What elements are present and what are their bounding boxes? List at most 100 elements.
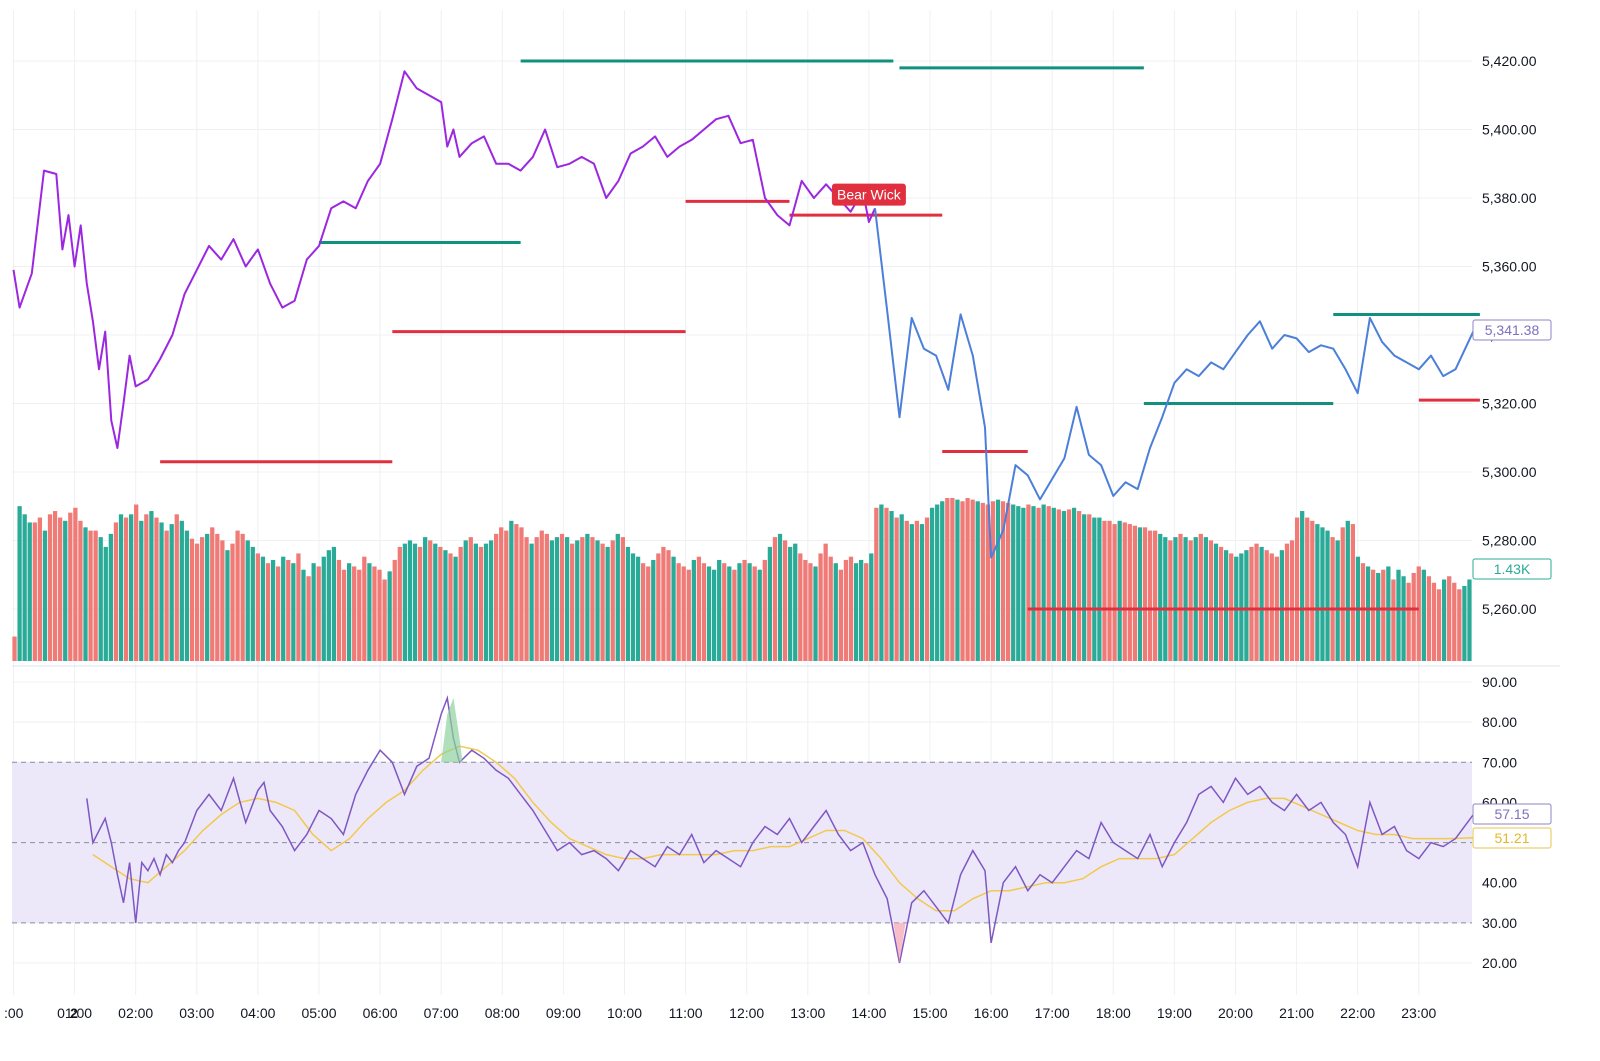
volume-bar xyxy=(757,569,762,661)
volume-bar xyxy=(838,569,843,661)
volume-bar xyxy=(985,504,991,661)
volume-bar xyxy=(676,563,681,661)
time-tick-label: 08:00 xyxy=(485,1005,520,1021)
volume-bar xyxy=(570,543,575,661)
volume-bar xyxy=(134,504,139,661)
last-price-label-text: 5,341.38 xyxy=(1485,322,1540,338)
volume-bar xyxy=(1163,537,1168,661)
volume-bar xyxy=(1411,572,1416,661)
volume-bar xyxy=(1467,579,1472,661)
volume-bar xyxy=(1066,509,1072,661)
volume-bar xyxy=(443,550,448,661)
rsi-band xyxy=(12,761,1472,924)
volume-bar xyxy=(798,553,803,661)
volume-bar xyxy=(412,543,418,661)
volume-bar xyxy=(1041,504,1046,661)
volume-bar xyxy=(1325,530,1330,661)
time-tick-label: 01:00 xyxy=(57,1005,92,1021)
volume-bar xyxy=(144,514,149,661)
volume-bar xyxy=(554,537,560,661)
volume-bar xyxy=(1092,517,1097,661)
volume-bar xyxy=(1284,543,1290,661)
volume-bar xyxy=(164,530,169,661)
time-tick-label: 02:00 xyxy=(118,1005,153,1021)
time-tick-label: :00 xyxy=(4,1005,24,1021)
volume-bar xyxy=(433,543,438,661)
time-tick-label: 15:00 xyxy=(912,1005,947,1021)
volume-bar xyxy=(919,524,925,661)
volume-bar xyxy=(1011,504,1016,661)
time-tick-label: 12:00 xyxy=(729,1005,764,1021)
volume-bar xyxy=(169,524,174,661)
volume-bar xyxy=(509,520,514,661)
volume-bar xyxy=(1188,540,1193,661)
volume-bar xyxy=(1021,507,1026,661)
volume-bar xyxy=(737,563,742,661)
volume-bar xyxy=(316,566,321,661)
volume-bar xyxy=(291,563,296,661)
volume-bar xyxy=(42,530,48,661)
time-tick-label: 11:00 xyxy=(669,1005,703,1021)
volume-bar xyxy=(1431,582,1437,661)
volume-bar xyxy=(189,538,195,661)
price-line-purple xyxy=(12,70,876,449)
volume-bar xyxy=(549,540,555,661)
volume-bar xyxy=(215,533,220,661)
volume-bar xyxy=(752,566,757,661)
volume-bar xyxy=(975,501,980,661)
volume-bar xyxy=(539,530,544,661)
time-tick-label: 18:00 xyxy=(1096,1005,1131,1021)
volume-bar xyxy=(225,550,230,661)
volume-bar xyxy=(478,546,484,661)
volume-bar xyxy=(1198,533,1203,661)
axes: 5,260.005,280.005,300.005,320.005,340.00… xyxy=(4,53,1552,1021)
volume-bar xyxy=(78,520,83,661)
time-tick-label: 05:00 xyxy=(301,1005,336,1021)
volume-bar xyxy=(260,556,266,661)
volume-bar xyxy=(159,522,164,661)
day-marker-label: 2 xyxy=(70,1005,78,1021)
volume-bar xyxy=(803,559,808,661)
time-tick-label: 10:00 xyxy=(607,1005,642,1021)
volume-bar xyxy=(894,517,899,661)
last-price-label-box xyxy=(1472,319,1552,341)
volume-bar xyxy=(352,566,357,661)
volume-bar xyxy=(940,501,945,661)
volume-bar xyxy=(524,537,529,661)
volume-bar xyxy=(782,540,788,661)
volume-bar xyxy=(534,537,539,661)
volume-bar xyxy=(473,543,478,661)
volume-bar xyxy=(1000,501,1006,661)
volume-bar xyxy=(1305,517,1310,661)
time-tick-label: 07:00 xyxy=(424,1005,459,1021)
price-tick-label: 5,380.00 xyxy=(1482,190,1537,206)
volume-bar xyxy=(1051,507,1056,661)
volume-bar xyxy=(1239,553,1244,661)
time-tick-label: 22:00 xyxy=(1340,1005,1375,1021)
volume-bar xyxy=(184,530,190,661)
volume-bar xyxy=(529,543,534,661)
volume-bar xyxy=(463,540,468,661)
rsi-value-label-text: 57.15 xyxy=(1494,806,1529,822)
volume-bar xyxy=(504,530,509,661)
volume-bar xyxy=(706,566,712,661)
time-tick-label: 21:00 xyxy=(1279,1005,1314,1021)
volume-bar xyxy=(32,522,37,661)
volume-bar xyxy=(483,543,489,661)
volume-bar xyxy=(853,563,859,661)
time-tick-label: 19:00 xyxy=(1157,1005,1192,1021)
volume-bar xyxy=(210,527,215,661)
price-tick-label: 5,280.00 xyxy=(1482,533,1537,549)
rsi-ma-value-label-box xyxy=(1472,827,1552,849)
volume-bar xyxy=(600,543,605,661)
volume-bar xyxy=(1391,579,1396,661)
volume-bar xyxy=(1122,522,1127,661)
volume-bar xyxy=(270,559,276,661)
volume-bar xyxy=(788,546,793,661)
volume-bar xyxy=(493,533,499,661)
volume-bar xyxy=(301,569,306,661)
volume-bar xyxy=(1061,511,1067,661)
volume-bar xyxy=(955,499,960,661)
volume-bar xyxy=(240,533,245,661)
